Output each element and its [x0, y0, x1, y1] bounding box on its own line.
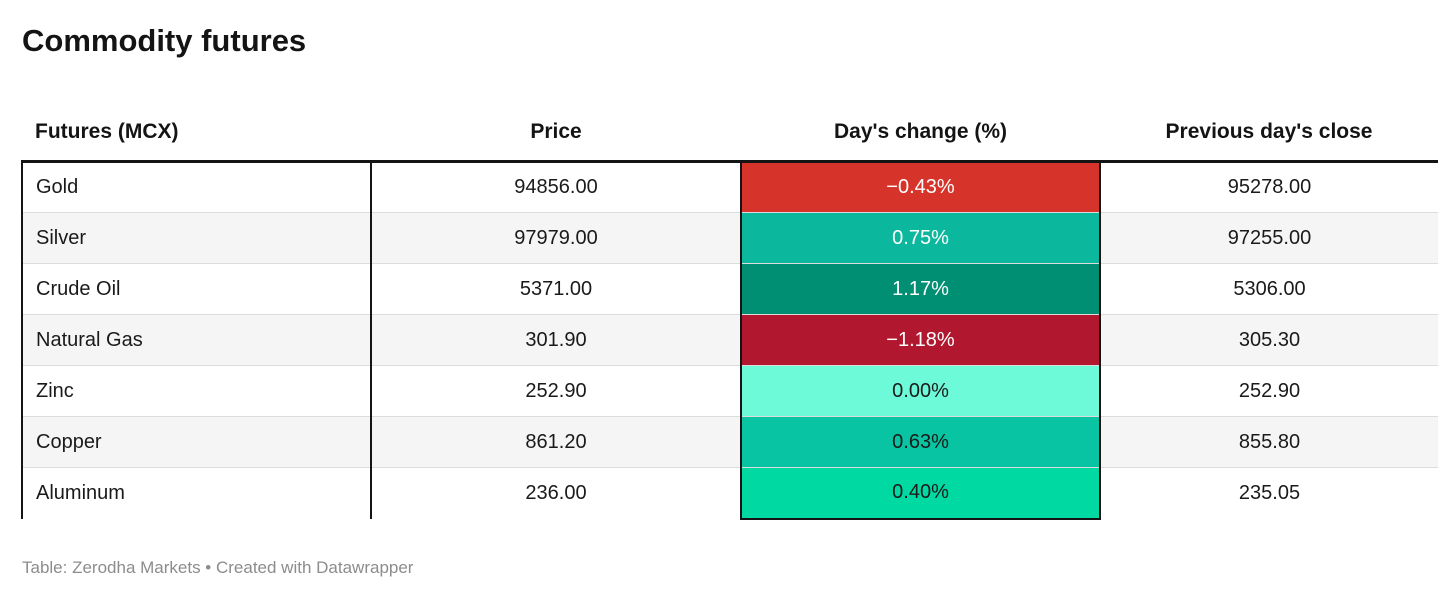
- futures-name-cell: Copper: [21, 416, 372, 468]
- futures-name-cell: Silver: [21, 212, 372, 264]
- previous-close-cell: 95278.00: [1227, 176, 1312, 198]
- price-cell: 5371.00: [371, 263, 741, 315]
- commodity-futures-table: Futures (MCX) Price Day's change (%) Pre…: [21, 108, 1438, 520]
- futures-name-cell: Natural Gas: [21, 314, 372, 366]
- price-cell: 94856.00: [514, 176, 598, 198]
- table-row: Gold 94856.00 −0.43% 95278.00: [21, 161, 1438, 213]
- column-header-days-change: Day's change (%): [741, 108, 1100, 163]
- previous-close-cell: 305.30: [1100, 314, 1438, 366]
- days-change-cell: 0.75%: [740, 212, 1101, 264]
- previous-close-cell: 252.90: [1100, 365, 1438, 417]
- price-cell: 97979.00: [371, 212, 741, 264]
- days-change-cell: 0.63%: [740, 416, 1101, 468]
- column-header-previous-close: Previous day's close: [1100, 108, 1438, 163]
- futures-name-cell: Zinc: [21, 365, 372, 417]
- table-row: Zinc 252.90 0.00% 252.90: [21, 365, 1438, 417]
- source-caption: Table: Zerodha Markets • Created with Da…: [22, 557, 414, 577]
- days-change-cell: 0.00%: [740, 365, 1101, 417]
- table-row: Aluminum 236.00 0.40% 235.05: [21, 467, 1438, 520]
- page: Commodity futures Futures (MCX) Price Da…: [21, 23, 1438, 577]
- table-row: Natural Gas 301.90 −1.18% 305.30: [21, 314, 1438, 366]
- column-header-price: Price: [371, 108, 741, 163]
- page-title: Commodity futures: [22, 23, 307, 58]
- days-change-cell: −0.43%: [740, 161, 1101, 213]
- price-cell: 861.20: [371, 416, 741, 468]
- price-cell: 236.00: [371, 467, 741, 519]
- futures-name-cell: Aluminum: [21, 467, 372, 519]
- days-change-cell: 1.17%: [740, 263, 1101, 315]
- previous-close-cell: 5306.00: [1100, 263, 1438, 315]
- previous-close-cell: 855.80: [1100, 416, 1438, 468]
- table-row: Crude Oil 5371.00 1.17% 5306.00: [21, 263, 1438, 315]
- price-cell: 252.90: [371, 365, 741, 417]
- previous-close-cell: 235.05: [1100, 467, 1438, 519]
- days-change-cell: 0.40%: [740, 467, 1101, 520]
- days-change-cell: −1.18%: [740, 314, 1101, 366]
- previous-close-cell: 97255.00: [1100, 212, 1438, 264]
- price-cell: 301.90: [371, 314, 741, 366]
- table-row: Copper 861.20 0.63% 855.80: [21, 416, 1438, 468]
- table-header-row: Futures (MCX) Price Day's change (%) Pre…: [22, 108, 1438, 163]
- column-header-futures: Futures (MCX): [22, 108, 371, 163]
- futures-name-cell: Gold: [21, 161, 372, 213]
- futures-name-cell: Crude Oil: [21, 263, 372, 315]
- table-row: Silver 97979.00 0.75% 97255.00: [21, 212, 1438, 264]
